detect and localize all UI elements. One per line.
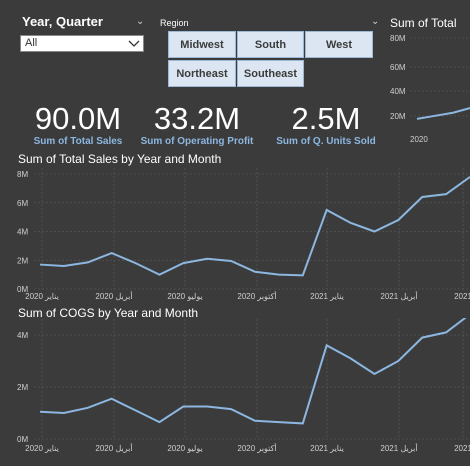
mini-y-tick-label: 80M bbox=[390, 34, 406, 43]
slicer-chevron-icon[interactable]: ⌄ bbox=[136, 16, 145, 27]
kpi-total-sales-label: Sum of Total Sales bbox=[33, 136, 123, 147]
region-slicer-chevron-icon[interactable]: ⌄ bbox=[371, 16, 380, 27]
region-button-midwest[interactable]: Midwest bbox=[168, 31, 236, 58]
series-line bbox=[39, 318, 467, 425]
kpi-units-sold-value: 2.5M bbox=[291, 101, 361, 136]
region-button-southeast[interactable]: Southeast bbox=[237, 60, 304, 87]
x-tick-label: 2020 يناير bbox=[25, 292, 59, 301]
kpi-operating-profit-label: Sum of Operating Profit bbox=[140, 136, 254, 147]
x-tick-label: 2021 أبريل bbox=[380, 290, 417, 301]
x-tick-label: 2021 bbox=[454, 444, 470, 453]
sales-line-chart[interactable]: 0M 2M 4M 6M 8M 2020 يناير 2020 أبريل 2020 يوليو… bbox=[0, 164, 470, 304]
region-button-west[interactable]: West bbox=[305, 31, 373, 58]
mini-series-line bbox=[416, 106, 470, 120]
report-canvas: Year, Quarter ⌄ All Region ⌄ Midwest Sou… bbox=[0, 0, 470, 466]
y-tick-label: 0M bbox=[17, 285, 28, 294]
cogs-line-chart[interactable]: 0M 2M 4M 2020 يناير 2020 أبريل 2020 يوليو 2020… bbox=[0, 318, 470, 464]
x-tick-label: 2021 أبريل bbox=[380, 442, 417, 453]
kpi-units-sold-label: Sum of Q. Units Sold bbox=[276, 136, 376, 147]
mini-y-tick-label: 20M bbox=[390, 112, 406, 121]
cogs-chart-title: Sum of COGS by Year and Month bbox=[18, 306, 199, 320]
chevron-down-icon bbox=[128, 40, 140, 47]
y-tick-label: 4M bbox=[17, 331, 28, 340]
x-tick-label: 2021 bbox=[454, 292, 470, 301]
mini-sales-chart[interactable]: 80M 60M 40M 20M 2020 bbox=[380, 30, 470, 150]
mini-x-tick-label: 2020 bbox=[410, 135, 428, 144]
mini-chart-title: Sum of Total bbox=[390, 16, 457, 30]
region-slicer-title: Region bbox=[160, 18, 189, 28]
sales-chart-title: Sum of Total Sales by Year and Month bbox=[18, 152, 222, 166]
y-tick-label: 8M bbox=[17, 170, 28, 179]
y-tick-label: 4M bbox=[17, 228, 28, 237]
region-button-south[interactable]: South bbox=[237, 31, 304, 58]
x-tick-label: 2020 يوليو bbox=[167, 444, 202, 453]
y-tick-label: 2M bbox=[17, 383, 28, 392]
x-tick-label: 2020 أبريل bbox=[95, 442, 132, 453]
x-tick-label: 2020 أبريل bbox=[95, 290, 132, 301]
x-tick-label: 2020 يوليو bbox=[167, 292, 202, 301]
region-button-northeast[interactable]: Northeast bbox=[168, 60, 236, 87]
x-tick-label: 2020 يناير bbox=[25, 444, 59, 453]
y-tick-label: 2M bbox=[17, 256, 28, 265]
y-tick-label: 0M bbox=[17, 435, 28, 444]
year-quarter-slicer-title: Year, Quarter bbox=[22, 14, 103, 29]
kpi-total-sales-value: 90.0M bbox=[34, 101, 122, 136]
x-tick-label: 2021 يناير bbox=[310, 444, 344, 453]
mini-y-tick-label: 60M bbox=[390, 63, 406, 72]
year-quarter-dropdown[interactable]: All bbox=[20, 35, 144, 52]
y-tick-label: 6M bbox=[17, 199, 28, 208]
mini-y-tick-label: 40M bbox=[390, 87, 406, 96]
kpi-operating-profit-value: 33.2M bbox=[153, 101, 241, 136]
x-tick-label: 2020 أكتوبر bbox=[237, 442, 276, 453]
x-tick-label: 2021 يناير bbox=[310, 292, 344, 301]
x-tick-label: 2020 أكتوبر bbox=[237, 290, 276, 301]
dropdown-selected-value: All bbox=[25, 37, 38, 49]
